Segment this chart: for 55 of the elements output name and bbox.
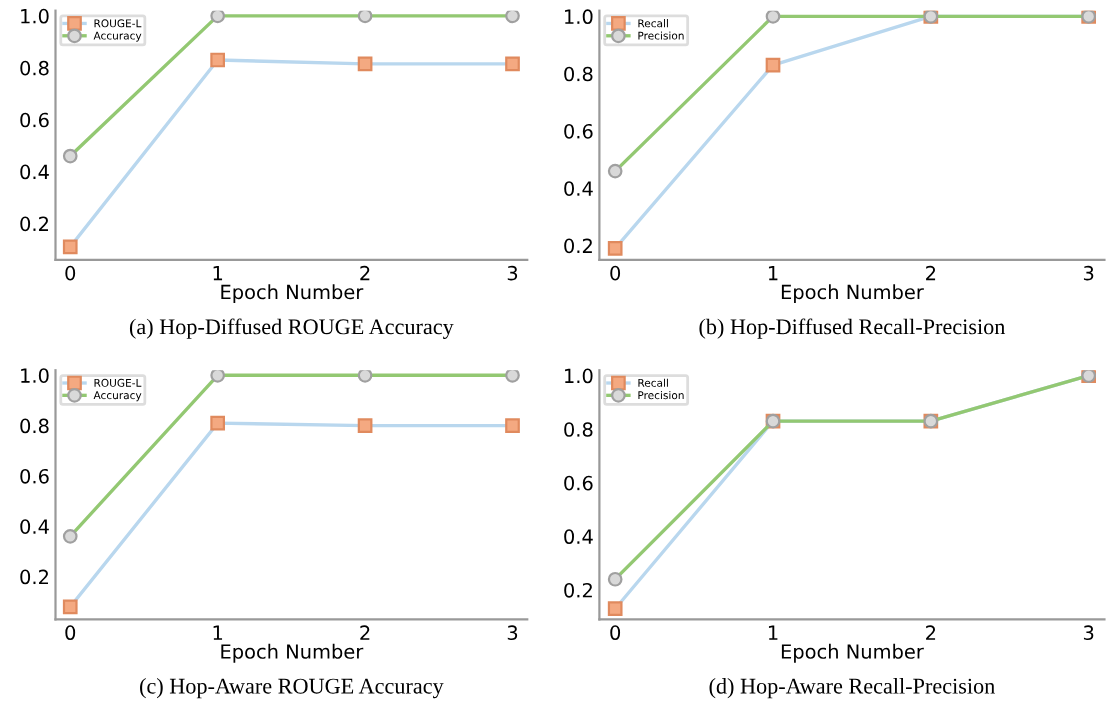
x-tick-label: 3 [1083,625,1094,641]
point [607,163,623,179]
x-tick-label: 2 [926,625,936,640]
y-tick-label: 0.8 [564,66,593,82]
y-tick-label: 0.6 [20,112,49,128]
y-tick-label: 0.8 [20,60,49,76]
point [210,370,226,383]
x-axis-title: Epoch Number [781,643,924,663]
x-tick-label: 1 [768,266,778,281]
point [210,10,226,24]
point [357,10,373,24]
x-tick-label: 0 [65,625,76,641]
x-axis-title: Epoch Number [221,643,364,663]
y-tick-label: 0.4 [564,529,593,545]
x-tick-label: 2 [360,625,370,640]
x-tick-label: 1 [768,625,778,640]
y-tick-label: 1.0 [565,9,593,25]
point [62,529,78,544]
point [505,370,520,383]
x-tick-label: 0 [610,625,621,641]
y-tick-label: 1.0 [565,368,593,384]
x-tick-label: 2 [360,265,370,281]
y-tick-label: 1.0 [21,368,49,383]
y-tick-label: 0.4 [20,519,49,534]
y-tick-label: 0.4 [564,181,593,196]
x-tick-label: 2 [926,265,936,281]
y-tick-label: 0.2 [20,569,48,585]
x-tick-label: 0 [65,265,76,281]
point [607,571,623,587]
x-tick-label: 0 [610,265,621,281]
y-tick-label: 0.6 [20,468,49,484]
point [765,10,781,24]
y-tick-label: 0.2 [564,582,592,598]
x-tick-label: 1 [213,266,223,281]
x-tick-label: 1 [213,625,223,640]
y-tick-label: 0.2 [20,216,48,232]
point [357,370,373,383]
y-tick-label: 0.8 [564,422,593,437]
x-tick-label: 3 [507,265,518,281]
y-tick-label: 0.6 [564,475,593,491]
x-tick-label: 3 [1083,265,1094,281]
y-tick-label: 1.0 [21,8,49,24]
x-axis-title: Epoch Number [781,284,924,304]
text: (c) Hop-Aware ROUGE Accuracy [140,678,444,699]
point [62,148,78,164]
y-tick-label: 0.8 [20,418,49,434]
y-tick-label: 0.6 [564,123,593,139]
text: (d) Hop-Aware Recall-Precision [709,678,995,699]
y-tick-label: 0.2 [564,238,592,254]
text: (a) Hop-Diffused ROUGE Accuracy [129,318,454,339]
text: (b) Hop-Diffused Recall-Precision [699,318,1006,339]
x-tick-label: 3 [507,625,518,641]
x-axis-title: Epoch Number [221,284,364,304]
y-tick-label: 0.4 [20,164,49,180]
point [505,10,520,24]
